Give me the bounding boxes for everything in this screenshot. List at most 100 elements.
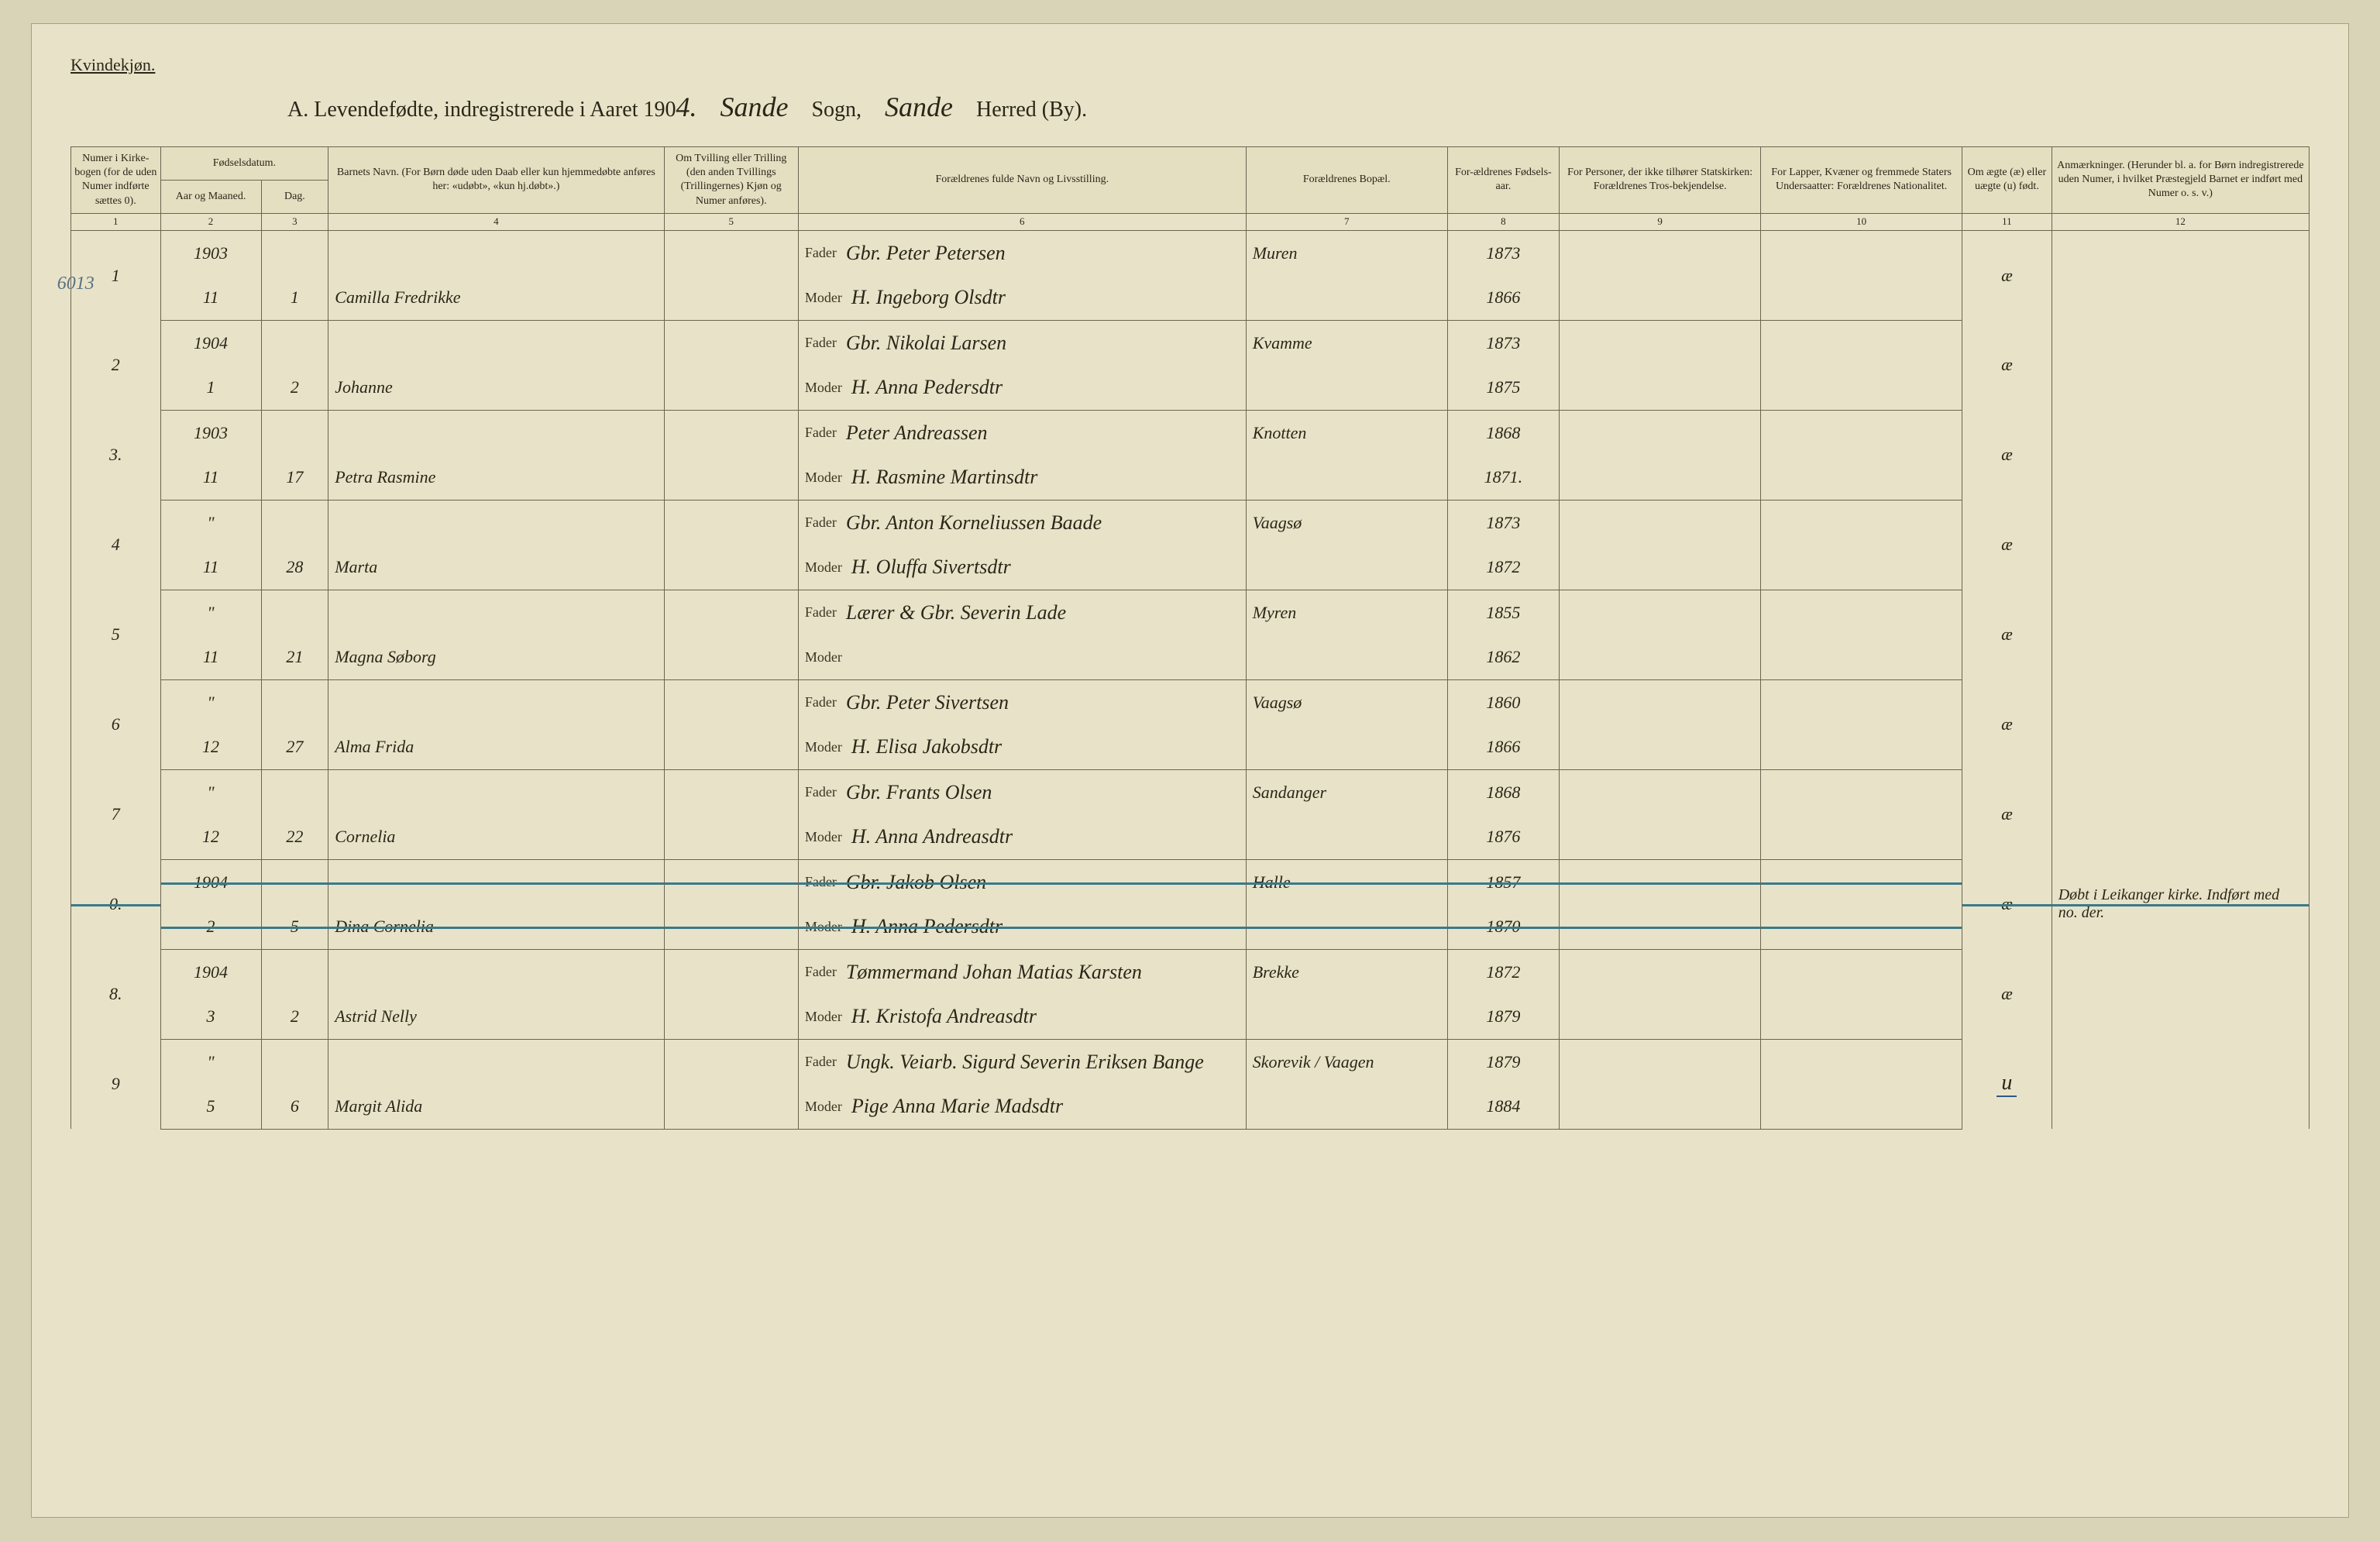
entry-row-top: 0.1904FaderGbr. Jakob OlsenHalle1857æDøb…: [71, 859, 2309, 904]
entry-name-top: [328, 859, 664, 904]
entry-mor-aar: 1866: [1447, 275, 1559, 320]
entry-year-top: 1903: [160, 230, 261, 275]
header-legit: Om ægte (æ) eller uægte (u) født.: [1962, 147, 2052, 214]
entry-faith-bot: [1560, 814, 1761, 859]
entry-nat: [1761, 230, 1962, 275]
entry-num: 2: [71, 320, 161, 410]
entry-num: 6: [71, 679, 161, 769]
entry-nat-bot: [1761, 365, 1962, 410]
colnum-8: 8: [1447, 213, 1559, 230]
entry-remarks: [2052, 769, 2309, 859]
entry-name-top: [328, 1039, 664, 1084]
entry-remarks: [2052, 1039, 2309, 1129]
entry-mor-aar: 1875: [1447, 365, 1559, 410]
entry-far-aar: 1872: [1447, 949, 1559, 994]
entry-twin-top: [664, 949, 798, 994]
entry-name-top: [328, 769, 664, 814]
entry-remarks: [2052, 230, 2309, 320]
entry-legit: u: [1962, 1039, 2052, 1129]
entry-twin-bot: [664, 455, 798, 500]
entry-day-top: [261, 590, 328, 635]
entry-name-top: [328, 949, 664, 994]
entry-day-top: [261, 769, 328, 814]
entry-year-top: 1904: [160, 859, 261, 904]
entry-day: 1: [261, 275, 328, 320]
colnum-12: 12: [2052, 213, 2309, 230]
entry-legit: æ: [1962, 320, 2052, 410]
entry-nat: [1761, 500, 1962, 545]
entry-bopel-bot: [1246, 365, 1447, 410]
entry-day: 6: [261, 1084, 328, 1129]
entry-faith: [1560, 500, 1761, 545]
entry-bopel-bot: [1246, 814, 1447, 859]
entry-nat: [1761, 1039, 1962, 1084]
entry-bopel: Knotten: [1246, 410, 1447, 455]
fader-value: Gbr. Frants Olsen: [846, 781, 992, 804]
entry-twin-bot: [664, 1084, 798, 1129]
entry-fader: FaderPeter Andreassen: [798, 410, 1246, 455]
entry-faith: [1560, 859, 1761, 904]
entry-fader: FaderUngk. Veiarb. Sigurd Severin Erikse…: [798, 1039, 1246, 1084]
moder-value: H. Elisa Jakobsdtr: [851, 735, 1002, 758]
entry-moder: ModerH. Elisa Jakobsdtr: [798, 724, 1246, 769]
moder-label: Moder: [805, 739, 851, 755]
entry-name-top: [328, 230, 664, 275]
colnum-1: 1: [71, 213, 161, 230]
entry-day: 21: [261, 635, 328, 679]
margin-note: 6013: [57, 273, 95, 294]
entry-nat: [1761, 859, 1962, 904]
column-numbers-row: 1 2 3 4 5 6 7 8 9 10 11 12: [71, 213, 2309, 230]
entry-moder: ModerH. Rasmine Martinsdtr: [798, 455, 1246, 500]
entry-moder: ModerH. Anna Pedersdtr: [798, 365, 1246, 410]
entry-name: Magna Søborg: [328, 635, 664, 679]
moder-label: Moder: [805, 649, 851, 666]
entry-legit: æ: [1962, 679, 2052, 769]
entry-moder: ModerH. Anna Pedersdtr: [798, 904, 1246, 949]
entry-bopel: Myren: [1246, 590, 1447, 635]
entry-num: 5: [71, 590, 161, 679]
entry-name: Petra Rasmine: [328, 455, 664, 500]
entry-fader: FaderGbr. Anton Korneliussen Baade: [798, 500, 1246, 545]
entry-year-top: 1904: [160, 949, 261, 994]
entry-fader: FaderGbr. Jakob Olsen: [798, 859, 1246, 904]
header-remarks: Anmærkninger. (Herunder bl. a. for Børn …: [2052, 147, 2309, 214]
entry-twin-bot: [664, 994, 798, 1039]
entry-row-top: 7"FaderGbr. Frants OlsenSandanger1868æ: [71, 769, 2309, 814]
entry-name-top: [328, 410, 664, 455]
entry-row-top: 4"FaderGbr. Anton Korneliussen BaadeVaag…: [71, 500, 2309, 545]
moder-label: Moder: [805, 559, 851, 576]
entry-num: 8.: [71, 949, 161, 1039]
entry-day: 27: [261, 724, 328, 769]
entry-twin-bot: [664, 275, 798, 320]
colnum-2: 2: [160, 213, 261, 230]
moder-value: H. Anna Andreasdtr: [851, 825, 1013, 848]
entry-nat-bot: [1761, 275, 1962, 320]
entry-faith-bot: [1560, 545, 1761, 590]
entry-row-top: 8.1904FaderTømmermand Johan Matias Karst…: [71, 949, 2309, 994]
entry-day-top: [261, 949, 328, 994]
title-prefix: A. Levendefødte, indregistrerede i Aaret…: [287, 98, 676, 122]
header-num: Numer i Kirke-bogen (for de uden Numer i…: [71, 147, 161, 214]
entry-faith: [1560, 769, 1761, 814]
entry-twin-top: [664, 859, 798, 904]
entry-fader: FaderGbr. Peter Petersen: [798, 230, 1246, 275]
entry-nat: [1761, 320, 1962, 365]
entry-mor-aar: 1870: [1447, 904, 1559, 949]
entry-legit: æ: [1962, 590, 2052, 679]
title-row: A. Levendefødte, indregistrerede i Aaret…: [71, 91, 2309, 123]
entry-bopel: Vaagsø: [1246, 500, 1447, 545]
entry-year-bot: 11: [160, 545, 261, 590]
gender-label: Kvindekjøn.: [71, 55, 2309, 75]
entry-fader: FaderGbr. Peter Sivertsen: [798, 679, 1246, 724]
entry-moder: ModerH. Kristofa Andreasdtr: [798, 994, 1246, 1039]
entry-far-aar: 1879: [1447, 1039, 1559, 1084]
entry-bopel: Kvamme: [1246, 320, 1447, 365]
entry-day: 22: [261, 814, 328, 859]
moder-value: H. Kristofa Andreasdtr: [851, 1005, 1037, 1028]
moder-label: Moder: [805, 1099, 851, 1115]
colnum-10: 10: [1761, 213, 1962, 230]
entry-nat-bot: [1761, 455, 1962, 500]
entry-faith: [1560, 320, 1761, 365]
entry-day-top: [261, 1039, 328, 1084]
entry-name: Marta: [328, 545, 664, 590]
